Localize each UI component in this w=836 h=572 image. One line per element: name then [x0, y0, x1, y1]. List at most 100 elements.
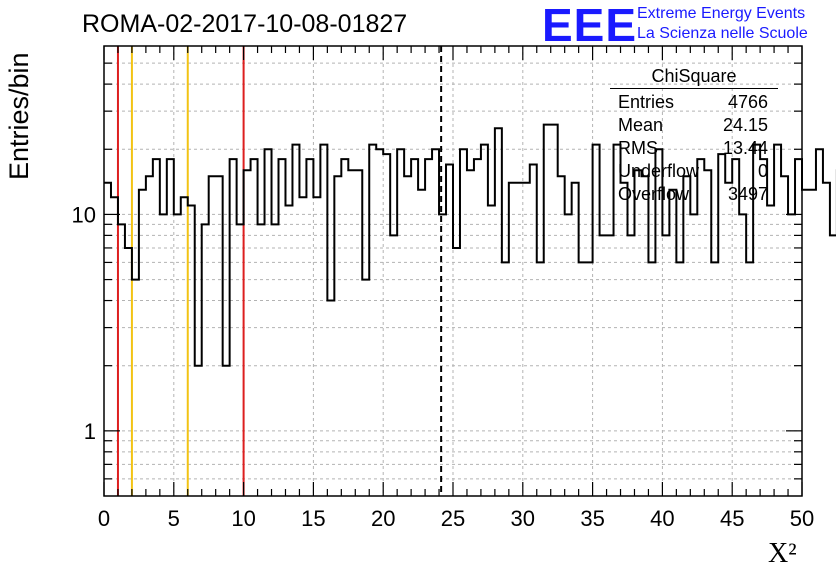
chart-title: ROMA-02-2017-10-08-01827 [82, 10, 408, 38]
x-tick-label: 20 [371, 506, 395, 531]
histogram-bin [816, 149, 823, 496]
histogram-bin [676, 262, 683, 496]
histogram-bin [397, 149, 404, 496]
histogram-bin [593, 145, 600, 496]
histogram-bin [174, 214, 181, 496]
histogram-bin [704, 170, 711, 496]
histogram-bin [802, 190, 809, 496]
histogram-outline [104, 123, 836, 367]
histogram-bin [118, 224, 125, 496]
histogram-bin [648, 262, 655, 496]
stats-label: Entries [618, 92, 675, 112]
stats-label: Mean [618, 115, 664, 135]
x-tick-label: 30 [511, 506, 535, 531]
histogram-bin [488, 205, 495, 496]
histogram-bin [111, 197, 118, 496]
histogram-bin [181, 197, 188, 496]
histogram-bin [516, 183, 523, 496]
stats-row-entries: Entries 4766 [610, 91, 778, 114]
x-tick-label: 10 [231, 506, 255, 531]
stats-row-rms: RMS 13.44 [610, 137, 778, 160]
x-axis-label: X² [768, 538, 797, 569]
x-tick-label: 5 [168, 506, 180, 531]
histogram-bin [188, 205, 195, 496]
histogram-bin [523, 183, 530, 496]
histogram-bin [621, 183, 628, 496]
x-tick-label: 50 [790, 506, 814, 531]
histogram-bin [502, 262, 509, 496]
histogram-bin [299, 197, 306, 496]
x-tick-label: 45 [720, 506, 744, 531]
histogram-bin [132, 280, 139, 496]
stats-row-overflow: Overflow 3497 [610, 183, 778, 206]
stats-value: 13.44 [722, 138, 768, 158]
histogram-bin [467, 170, 474, 496]
histogram-bin [711, 262, 718, 496]
histogram-bin [746, 262, 753, 496]
histogram-bin [104, 183, 111, 496]
histogram-bin [369, 145, 376, 496]
histogram-bin [258, 224, 265, 496]
histogram-bin [460, 149, 467, 496]
histogram-bin [202, 224, 209, 496]
stats-row-mean: Mean 24.15 [610, 114, 778, 137]
histogram-bin [237, 224, 244, 496]
histogram-bin [355, 170, 362, 496]
histogram-bin [767, 205, 774, 496]
histogram-bin [690, 214, 697, 496]
histogram-bin [160, 214, 167, 496]
histogram-bin [823, 183, 830, 496]
histogram-bin [579, 262, 586, 496]
x-tick-label: 15 [301, 506, 325, 531]
histogram-bin [383, 154, 390, 496]
histogram-bin [830, 235, 836, 496]
histogram-bin [376, 149, 383, 496]
histogram-bin [432, 149, 439, 496]
histogram-bin [481, 145, 488, 496]
histogram-bin [439, 214, 446, 496]
y-axis-label: Entries/bin [4, 52, 34, 180]
stats-label: RMS [618, 138, 658, 158]
histogram-bin [244, 170, 251, 496]
stats-title: ChiSquare [610, 66, 778, 89]
stats-row-underflow: Underflow 0 [610, 160, 778, 183]
y-tick-label: 10 [72, 202, 96, 227]
histogram-bin [265, 149, 272, 496]
stats-value: 0 [757, 161, 768, 181]
stats-value: 4766 [727, 92, 768, 112]
logo-line-2: La Scienza nelle Scuole [637, 25, 808, 42]
histogram-bin [320, 145, 327, 496]
histogram-bin [453, 248, 460, 496]
histogram-bin [565, 214, 572, 496]
histogram-bin [509, 183, 516, 496]
x-tick-label: 25 [441, 506, 465, 531]
logo-caption: Extreme Energy Events La Scienza nelle S… [637, 4, 808, 44]
histogram-bin [572, 183, 579, 496]
histogram-bin [809, 190, 816, 496]
x-tick-label: 40 [650, 506, 674, 531]
histogram-bin [327, 301, 334, 496]
y-tick-label: 1 [84, 419, 96, 444]
histogram-bin [125, 248, 132, 496]
histogram-bin [362, 280, 369, 496]
stats-box: ChiSquare Entries 4766 Mean 24.15 RMS 13.44… [610, 66, 778, 206]
histogram-bin [348, 170, 355, 496]
stats-label: Underflow [618, 161, 700, 181]
histogram-bin [739, 214, 746, 496]
stats-value: 3497 [727, 184, 768, 204]
histogram-bin [292, 145, 299, 496]
histogram-bin [313, 197, 320, 496]
x-tick-label: 0 [98, 506, 110, 531]
histogram-bin [586, 262, 593, 496]
logo-line-1: Extreme Energy Events [637, 5, 806, 22]
histogram-bin [272, 224, 279, 496]
histogram-bin [537, 262, 544, 496]
histogram-bin [285, 205, 292, 496]
histogram-bin [725, 183, 732, 496]
x-tick-label: 35 [580, 506, 604, 531]
stats-value: 24.15 [722, 115, 768, 135]
histogram-bin [788, 214, 795, 496]
eee-logo: EEE [542, 0, 638, 51]
histogram-bin [634, 170, 641, 496]
